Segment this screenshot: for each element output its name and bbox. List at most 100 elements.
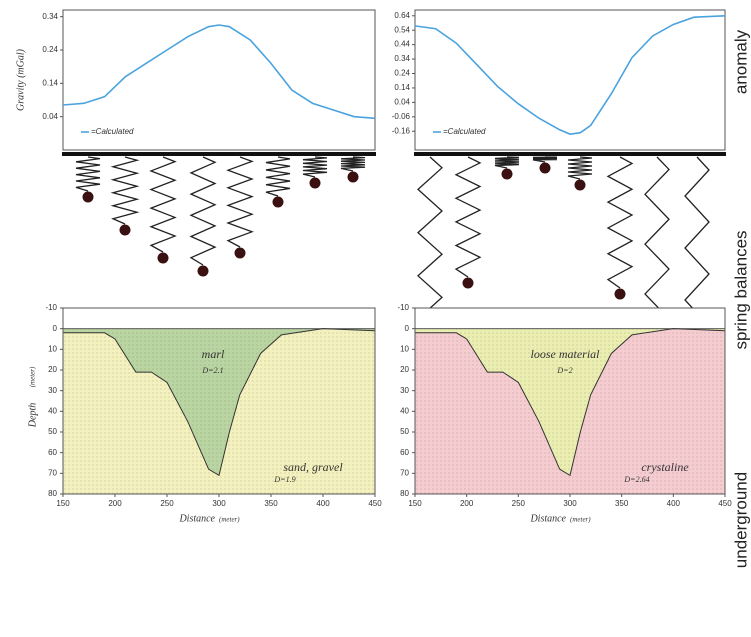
spring [567, 156, 593, 180]
annotation: D=1.9 [273, 475, 295, 484]
x-tick-label: 450 [368, 499, 382, 508]
y-tick-label: 70 [48, 468, 57, 477]
x-tick-label: 350 [615, 499, 629, 508]
boundary [63, 328, 376, 477]
y-tick-label: -10 [45, 303, 57, 312]
y-axis-label: Depth [27, 403, 38, 428]
x-tick-label: 400 [667, 499, 681, 508]
annotation: D=2.1 [201, 366, 223, 375]
y-tick-label: 0.14 [42, 78, 58, 87]
y-tick-label: 0.44 [394, 40, 410, 49]
y-tick-label: 0.64 [394, 11, 410, 20]
x-tick-label: 300 [212, 499, 226, 508]
plot-area [62, 9, 376, 151]
annotation: loose material [531, 347, 601, 361]
spring-weight [272, 196, 284, 208]
y-tick-label: 0.24 [394, 69, 410, 78]
y-axis-label: Gravity (mGal) [15, 48, 26, 111]
y-tick-label: 0.54 [394, 25, 410, 34]
y-tick-label: 70 [400, 468, 409, 477]
y-tick-label: 80 [48, 489, 57, 498]
spring-weight [501, 168, 513, 180]
spring [302, 156, 328, 178]
y-tick-label: -10 [397, 303, 409, 312]
spring [189, 156, 217, 266]
y-tick-label: 10 [400, 344, 409, 353]
y-tick-label: 50 [48, 427, 57, 436]
y-tick-label: 10 [48, 344, 57, 353]
spring-weight [119, 224, 131, 236]
y-tick-label: 30 [400, 386, 409, 395]
row-label: anomaly [731, 29, 750, 94]
y-tick-label: 60 [400, 448, 409, 457]
spring-weight [539, 162, 551, 174]
basin-texture [415, 328, 725, 476]
y-tick-label: -0.06 [392, 112, 411, 121]
spring-weight [234, 247, 246, 259]
y-tick-label: 30 [48, 386, 57, 395]
y-tick-label: 20 [400, 365, 409, 374]
x-tick-label: 150 [56, 499, 70, 508]
spring-weight [309, 177, 321, 189]
x-tick-label: 150 [408, 499, 422, 508]
x-tick-label: 400 [316, 499, 330, 508]
spring-weight [462, 277, 474, 289]
legend-label: =Calculated [91, 127, 134, 136]
spring-weight [197, 265, 209, 277]
annotation: marl [202, 347, 225, 361]
annotation: D=2 [556, 366, 572, 375]
legend-label: =Calculated [443, 127, 486, 136]
y-tick-label: 50 [400, 427, 409, 436]
y-axis-unit: (meter) [29, 366, 37, 387]
spring [110, 156, 140, 225]
y-tick-label: 80 [400, 489, 409, 498]
spring-bar [62, 152, 376, 156]
row-label: spring balances [731, 230, 750, 349]
y-tick-label: 40 [48, 406, 57, 415]
annotation: D=2.64 [623, 475, 649, 484]
spring-bar [414, 152, 726, 156]
spring-weight [574, 179, 586, 191]
y-tick-label: 40 [400, 406, 409, 415]
spring-weight [614, 288, 626, 300]
x-tick-label: 200 [460, 499, 474, 508]
x-tick-label: 350 [264, 499, 278, 508]
y-tick-label: 0.34 [394, 54, 410, 63]
x-tick-label: 250 [512, 499, 526, 508]
y-tick-label: 0.24 [42, 45, 58, 54]
spring [75, 156, 101, 192]
y-tick-label: 0.14 [394, 83, 410, 92]
spring-weight [82, 191, 94, 203]
spring [226, 156, 254, 248]
annotation: crystaline [641, 460, 689, 474]
row-label: underground [731, 472, 750, 568]
spring-weight [347, 171, 359, 183]
spring-weight [157, 252, 169, 264]
y-tick-label: 60 [48, 448, 57, 457]
plot-area [414, 9, 726, 151]
y-tick-label: 0 [405, 324, 410, 333]
y-tick-label: 0.04 [394, 97, 410, 106]
y-tick-label: 0.04 [42, 112, 58, 121]
basin-texture [63, 328, 375, 476]
spring [606, 156, 634, 289]
spring [454, 156, 482, 278]
line [62, 24, 376, 120]
spring [265, 156, 291, 197]
x-axis-label: Distance [529, 513, 566, 524]
y-tick-label: 0 [53, 324, 58, 333]
x-axis-unit: (meter) [570, 516, 591, 524]
x-tick-label: 450 [718, 499, 732, 508]
spring [340, 156, 366, 172]
spring [532, 156, 558, 163]
x-tick-label: 200 [108, 499, 122, 508]
line [414, 14, 726, 135]
y-tick-label: 0.34 [42, 12, 58, 21]
annotation: sand, gravel [283, 460, 343, 474]
spring [149, 156, 177, 253]
spring [494, 156, 520, 169]
y-tick-label: -0.16 [392, 126, 411, 135]
x-axis-label: Distance [178, 513, 215, 524]
x-axis-unit: (meter) [219, 516, 240, 524]
